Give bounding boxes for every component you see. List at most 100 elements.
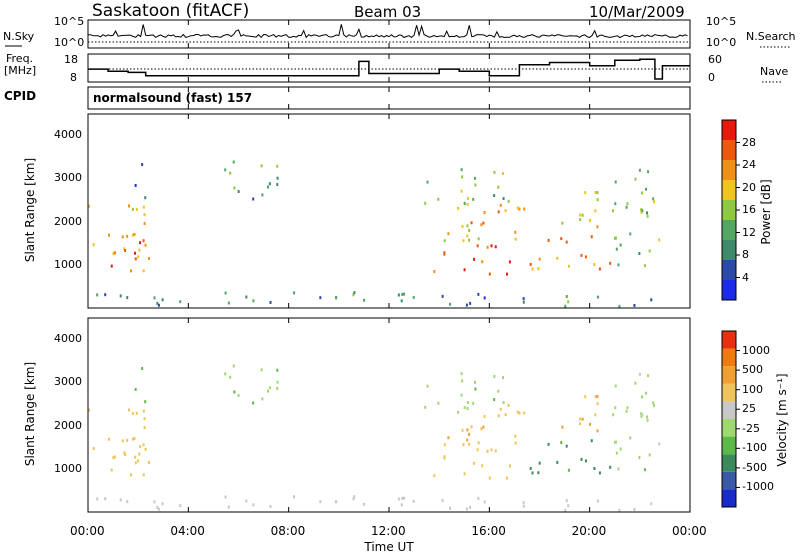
power-cell [400, 299, 403, 303]
power-cell [433, 270, 436, 274]
power-cell [124, 249, 127, 253]
power-cell [130, 269, 133, 273]
power-cell [638, 251, 641, 255]
power-cell [565, 295, 568, 299]
noise-traces [87, 24, 690, 43]
vel-ylabel: Slant Range [km] [23, 361, 37, 467]
velocity-cell [614, 384, 617, 388]
velocity-cell [335, 500, 338, 504]
power-cell [596, 198, 599, 202]
power-cell [131, 233, 134, 237]
power-cell [121, 235, 124, 239]
power-cell [463, 201, 466, 205]
power-cell [293, 291, 296, 295]
velocity-cell [468, 432, 471, 436]
velocity-cell [518, 411, 521, 415]
power-cell [584, 191, 587, 195]
velocity-cell [352, 497, 355, 501]
velocity-cell [480, 427, 483, 431]
velocity-cell [124, 453, 127, 457]
power-cell [514, 230, 517, 234]
velocity-cell [130, 473, 133, 477]
power-cell [126, 234, 129, 238]
colorbar-segment [722, 348, 736, 367]
power-cell [227, 301, 230, 305]
velocity-cell [276, 387, 279, 391]
velocity-cell [596, 402, 599, 406]
power-cell [466, 224, 469, 228]
power-cell [147, 256, 150, 260]
power-cell [449, 302, 452, 306]
radar-title: Saskatoon (fitACF) [92, 1, 250, 21]
power-cell [482, 221, 485, 225]
colorbar-tick-label: 8 [742, 248, 749, 261]
power-cell [640, 210, 643, 214]
velocity-cell [139, 445, 142, 449]
velocity-cell [612, 413, 615, 417]
power-cell [276, 176, 279, 180]
power-cell [514, 237, 517, 241]
velocity-cell [233, 390, 236, 394]
power-cell [499, 203, 502, 207]
x-tick-label: 04:00 [170, 524, 205, 538]
velocity-cell [156, 505, 159, 509]
colorbar-segment [722, 280, 736, 300]
velocity-cell [269, 504, 272, 508]
velocity-cell [617, 467, 620, 471]
power-cell [144, 196, 147, 200]
power-cell [490, 244, 493, 248]
power-cell [483, 296, 486, 300]
power-cell [494, 245, 497, 249]
velocity-cell [237, 393, 240, 397]
power-ytick-4000: 4000 [54, 128, 82, 141]
power-cell [260, 164, 263, 168]
power-cell [144, 243, 147, 247]
velocity-cell [564, 508, 567, 512]
power-cell [625, 205, 628, 209]
colorbar-tick-label: 20 [742, 180, 756, 194]
power-cell [460, 168, 463, 172]
velocity-cell [179, 504, 182, 508]
power-cell [556, 256, 559, 260]
frequency-step-line [88, 58, 690, 80]
velocity-colorbar-label: Velocity [m s⁻¹] [775, 373, 789, 467]
power-cell [426, 180, 429, 184]
power-cell [522, 300, 525, 304]
colorbar-tick-label: -100 [742, 441, 767, 455]
velocity-cell [131, 411, 134, 415]
velocity-cell [579, 422, 582, 426]
power-cell [443, 252, 446, 256]
velocity-cell [614, 406, 617, 410]
power-cell [135, 207, 138, 211]
velocity-cell [618, 508, 621, 512]
velocity-cell [461, 379, 464, 383]
power-cell [134, 183, 137, 187]
velocity-cell [481, 464, 484, 468]
power-cell [268, 182, 271, 186]
power-cell [252, 299, 255, 303]
x-tick-label: 00:00 [672, 524, 707, 538]
velocity-cell [477, 496, 480, 500]
colorbar-tick-label: 12 [742, 225, 756, 239]
beam-label: Beam 03 [354, 3, 422, 21]
velocity-cell [589, 422, 592, 426]
velocity-cell [466, 438, 469, 442]
power-cell [653, 200, 656, 204]
velocity-cell [144, 400, 147, 404]
velocity-cell [461, 428, 464, 432]
power-cell [626, 202, 629, 206]
power-cell [638, 168, 641, 172]
power-cell [443, 239, 446, 243]
velocity-cell [547, 442, 550, 446]
colorbar-tick-label: 1000 [742, 343, 770, 357]
power-cell [476, 244, 479, 248]
power-cell [581, 213, 584, 217]
velocity-cell [224, 495, 227, 499]
velocity-cell [141, 367, 144, 371]
velocity-cell [276, 368, 279, 372]
velocity-cell [494, 449, 497, 453]
velocity-cell [138, 452, 141, 456]
velocity-cell [580, 457, 583, 461]
power-cell [108, 233, 111, 237]
velocity-cell [596, 499, 599, 503]
